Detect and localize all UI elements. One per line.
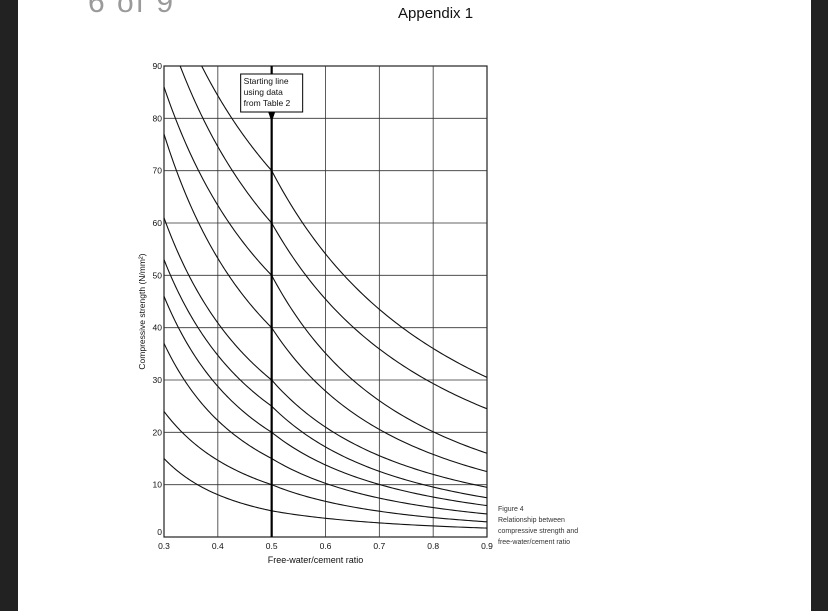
y-tick-label: 60 — [153, 218, 163, 228]
y-axis-label: Compressive strength (N/mm²) — [137, 253, 147, 369]
y-tick-label: 0 — [157, 527, 162, 537]
figure-caption-line: Figure 4 — [498, 506, 524, 513]
y-tick-label: 80 — [153, 113, 163, 123]
x-tick-label: 0.6 — [320, 541, 332, 551]
annotation-text: from Table 2 — [244, 98, 291, 108]
figure-caption-line: compressive strength and — [498, 528, 579, 535]
x-tick-label: 0.5 — [266, 541, 278, 551]
figure-caption-line: free-water/cement ratio — [498, 539, 570, 546]
x-tick-label: 0.7 — [373, 541, 385, 551]
figure-caption: Figure 4 Relationship between compressiv… — [498, 504, 578, 548]
x-tick-label: 0.8 — [427, 541, 439, 551]
y-tick-label: 50 — [153, 270, 163, 280]
x-tick-label: 0.9 — [481, 541, 493, 551]
page-counter-cutoff: 6 of 9 — [88, 0, 176, 19]
x-tick-label: 0.4 — [212, 541, 224, 551]
appendix-title: Appendix 1 — [398, 5, 474, 22]
document-page: 6 of 9 Appendix 1 — [18, 0, 811, 611]
y-tick-label: 40 — [153, 323, 163, 333]
x-tick-label: 0.3 — [158, 541, 170, 551]
x-axis-label: Free-water/cement ratio — [268, 555, 364, 565]
y-tick-label: 10 — [153, 480, 163, 490]
strength-curve — [179, 65, 488, 410]
y-tick-label: 70 — [153, 166, 163, 176]
annotation-box — [240, 73, 304, 113]
y-tick-label: 90 — [153, 61, 163, 71]
y-tick-label: 20 — [153, 427, 163, 437]
y-tick-label: 30 — [153, 375, 163, 385]
starting-line-arrow — [268, 112, 276, 122]
figure-caption-line: Relationship between — [498, 517, 565, 524]
strength-curve — [201, 65, 488, 378]
annotation-text: using data — [244, 87, 283, 97]
annotation-text: Starting line — [244, 76, 289, 86]
